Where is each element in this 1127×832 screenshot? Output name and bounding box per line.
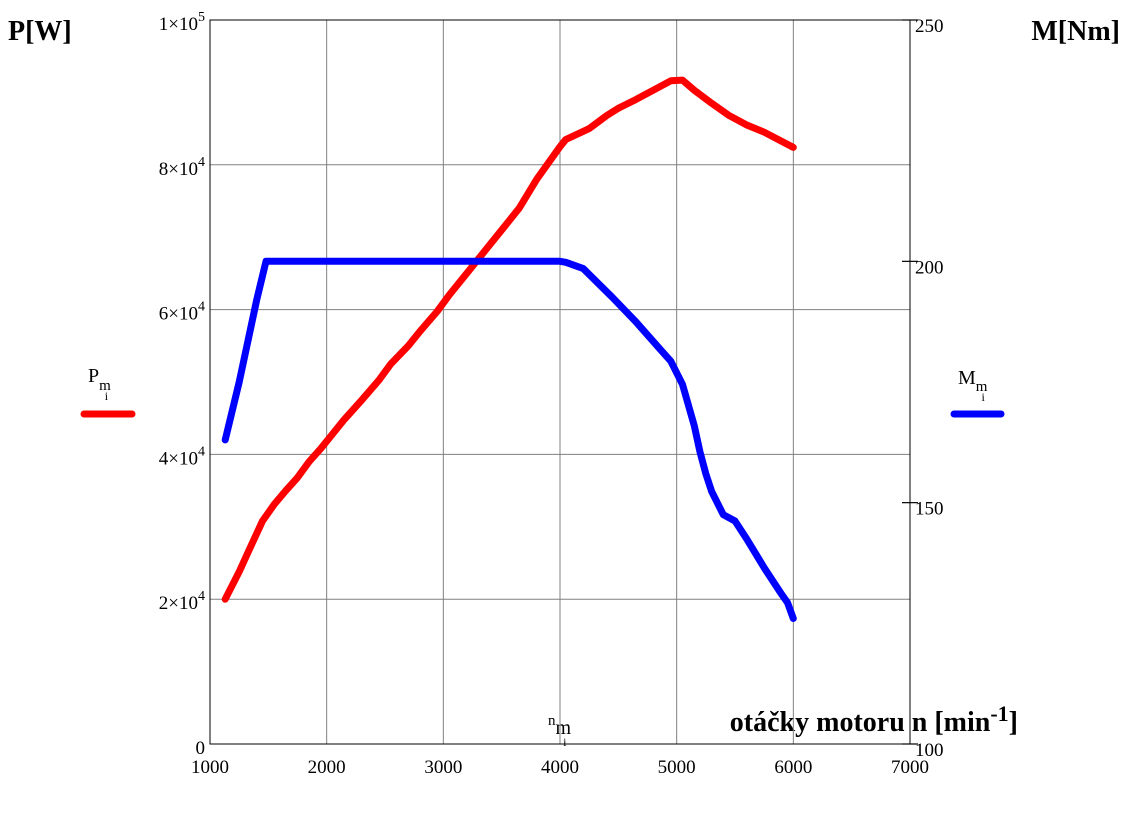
y-left-tick-label: 8×104 xyxy=(159,155,205,180)
x-axis-title-sup: -1 xyxy=(990,701,1008,726)
legend-m-base: M xyxy=(958,367,976,389)
x-tick-label: 7000 xyxy=(891,757,929,778)
y-right-tick-label: 200 xyxy=(915,257,944,278)
y-left-tick-exponent: 4 xyxy=(198,300,205,315)
legend-p-subsub: i xyxy=(105,389,109,403)
x-tick-label: 3000 xyxy=(424,757,462,778)
y-left-tick-label: 4×104 xyxy=(159,444,205,469)
tick-labels: 1000 2000 3000 4000 5000 6000 700002×1044×1046… xyxy=(159,10,944,778)
y-left-tick-exponent: 5 xyxy=(198,10,205,25)
y-left-tick-base: 4×10 xyxy=(159,448,198,469)
left-axis-title: P[W] xyxy=(8,16,72,47)
x-axis-symbol-base: n xyxy=(548,713,556,729)
x-tick-label: 1000 xyxy=(191,757,229,778)
y-left-tick-exponent: 4 xyxy=(198,589,205,604)
legend-m: Mm i xyxy=(950,367,1005,418)
x-tick-label: 2000 xyxy=(308,757,346,778)
y-left-tick-label: 0 xyxy=(196,738,206,759)
x-axis-title-end: ] xyxy=(1009,707,1018,738)
series-line-p xyxy=(221,76,797,603)
y-left-tick-exponent: 4 xyxy=(198,444,205,459)
legend-m-subsub: i xyxy=(981,390,985,404)
legend-m-label: Mm i xyxy=(958,367,988,404)
y-right-tick-label: 100 xyxy=(915,740,944,761)
x-axis-title-main: otáčky motoru n [min xyxy=(730,707,991,738)
y-left-tick-label: 2×104 xyxy=(159,589,205,614)
legend-p-sub: m xyxy=(99,378,111,394)
y-left-tick-base: 6×10 xyxy=(159,304,198,325)
x-tick-label: 4000 xyxy=(541,757,579,778)
y-left-tick-label: 6×104 xyxy=(159,300,205,325)
y-left-tick-base: 2×10 xyxy=(159,593,198,614)
legend-m-sub: m xyxy=(976,379,988,395)
y-left-tick-exponent: 4 xyxy=(198,155,205,170)
y-left-tick-base: 0 xyxy=(196,738,206,759)
y-right-tick-label: 250 xyxy=(915,16,944,37)
y-left-tick-base: 1×10 xyxy=(159,14,198,35)
legend-p-label: Pm i xyxy=(88,365,111,403)
x-tick-label: 6000 xyxy=(774,757,812,778)
x-tick-label: 5000 xyxy=(658,757,696,778)
x-axis-title: otáčky motoru n [min-1] xyxy=(730,701,1018,738)
y-left-tick-label: 1×105 xyxy=(159,10,205,35)
right-axis-title: M[Nm] xyxy=(1031,16,1120,47)
y-right-tick-label: 150 xyxy=(915,499,944,520)
legend-p-base: P xyxy=(88,365,99,387)
legend-p: Pm i xyxy=(80,365,136,418)
plot-frame xyxy=(209,19,911,745)
grid xyxy=(210,20,910,744)
axes xyxy=(209,19,918,745)
series-layer xyxy=(221,76,797,622)
y-left-tick-base: 8×10 xyxy=(159,159,198,180)
x-axis-symbol-subsub: i xyxy=(563,735,567,749)
series-line-m xyxy=(221,257,797,622)
